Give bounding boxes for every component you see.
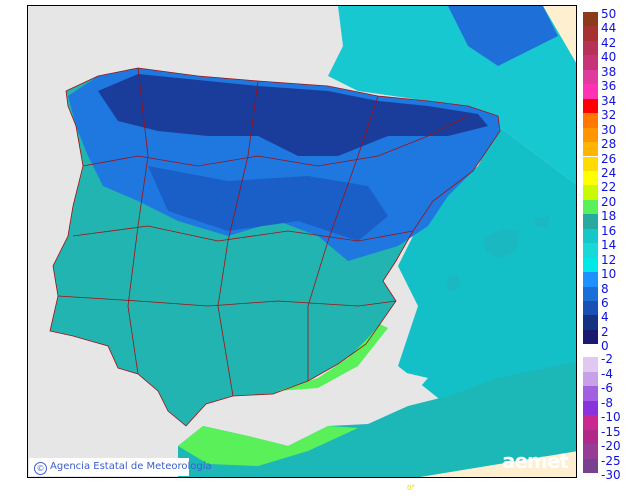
legend-label: 12 <box>601 252 617 267</box>
legend-swatch <box>583 185 598 200</box>
longitude-label: 0° <box>407 484 415 492</box>
legend-swatch <box>583 458 598 473</box>
legend-swatch <box>583 113 598 128</box>
legend-label: 20 <box>601 194 617 209</box>
legend-label: 26 <box>601 151 617 166</box>
temperature-map: © Agencia Estatal de Meteorología aemet <box>27 5 577 478</box>
legend-label: -8 <box>601 395 613 410</box>
legend-swatch <box>583 170 598 186</box>
legend-label: -10 <box>601 410 621 424</box>
legend-label: 4 <box>601 310 609 325</box>
legend-swatch <box>583 444 598 459</box>
legend-swatch <box>583 357 598 372</box>
legend-swatch <box>583 142 598 157</box>
iberia-mountain-cold <box>98 74 488 156</box>
balearic-ibiza <box>446 274 460 292</box>
legend-label: 22 <box>601 180 617 195</box>
copyright-icon: © <box>34 462 47 475</box>
legend-label: 36 <box>601 79 617 94</box>
legend-swatch <box>583 156 598 171</box>
legend-label: 40 <box>601 50 617 65</box>
legend-swatch <box>583 386 598 401</box>
legend-swatch <box>583 55 598 70</box>
iberia-central-zone <box>148 166 388 241</box>
legend-swatch <box>583 228 598 244</box>
map-canvas <box>49 6 576 477</box>
legend-swatch <box>583 371 598 386</box>
legend-swatch <box>583 329 598 345</box>
legend-swatch <box>583 214 598 229</box>
aemet-logo: aemet <box>501 449 569 473</box>
legend-label: 50 <box>601 7 617 21</box>
legend-swatch <box>583 26 598 41</box>
legend-swatch <box>583 315 598 330</box>
legend-label: -20 <box>601 439 621 453</box>
legend-label: 38 <box>601 64 617 79</box>
legend-label: -30 <box>601 468 621 482</box>
province-borders <box>49 67 501 427</box>
legend-swatch <box>583 400 598 415</box>
legend-label: 10 <box>601 267 617 282</box>
legend-label: 32 <box>601 108 617 123</box>
legend-label: 14 <box>601 238 617 253</box>
legend-swatch <box>583 286 598 301</box>
legend-swatch <box>583 429 598 444</box>
legend-swatch <box>583 301 598 316</box>
balearic-mallorca <box>483 228 520 258</box>
legend-swatch <box>583 257 598 273</box>
southern-coast-warm <box>278 324 388 391</box>
legend-swatch <box>583 12 598 27</box>
legend-label: -15 <box>601 424 621 439</box>
legend-label: -4 <box>601 366 613 381</box>
legend-swatch <box>583 415 598 430</box>
legend-label: -25 <box>601 453 621 468</box>
legend-swatch <box>583 40 598 56</box>
temperature-legend: 50 44 42 40 38 36 34 32 30 28 26 24 22 20 18 16 14 12 10 8 6… <box>583 0 630 500</box>
legend-label: -6 <box>601 381 613 395</box>
legend-swatch <box>583 98 598 114</box>
africa-coast-warm <box>178 426 358 466</box>
legend-label: -2 <box>601 352 613 366</box>
legend-swatch <box>583 127 598 143</box>
legend-label: 24 <box>601 165 617 180</box>
balearic-menorca <box>533 216 550 228</box>
legend-label: 16 <box>601 223 617 238</box>
legend-label: 34 <box>601 93 617 108</box>
sea-alboran <box>188 371 428 441</box>
legend-swatch <box>583 243 598 258</box>
legend-label: 18 <box>601 209 617 224</box>
legend-swatch <box>583 199 598 215</box>
legend-label: 8 <box>601 281 609 296</box>
legend-label: 6 <box>601 296 609 310</box>
legend-label: 42 <box>601 35 617 50</box>
legend-label: 44 <box>601 21 617 36</box>
credit-text: Agencia Estatal de Meteorología <box>50 461 212 472</box>
legend-swatch <box>583 84 598 99</box>
france-cold-area <box>448 6 558 66</box>
legend-label: 28 <box>601 137 617 152</box>
legend-label: 30 <box>601 122 617 137</box>
aemet-credit: © Agencia Estatal de Meteorología <box>29 458 212 476</box>
legend-swatch <box>583 69 598 85</box>
legend-label: 0 <box>601 339 609 354</box>
legend-swatch <box>583 272 598 287</box>
legend-label: 2 <box>601 324 609 339</box>
